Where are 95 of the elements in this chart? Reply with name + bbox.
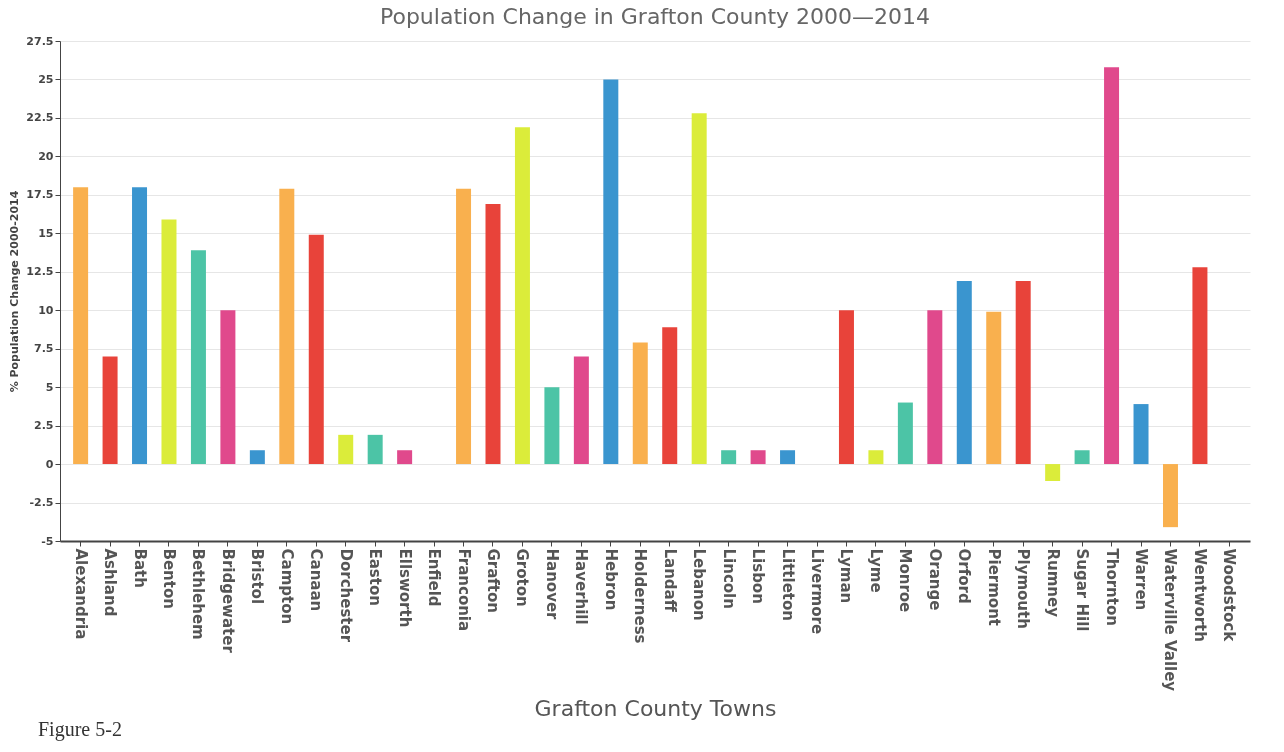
x-tick-label: Littleton: [778, 548, 797, 622]
bar: [721, 450, 737, 465]
bar: [308, 234, 324, 465]
x-tick-label: Alexandria: [71, 548, 90, 640]
bar: [780, 450, 796, 465]
y-tick-label: 15: [38, 226, 54, 240]
bar: [397, 450, 413, 465]
x-tick-label: Dorchester: [336, 548, 355, 643]
bar: [1074, 450, 1090, 465]
bar: [249, 450, 265, 465]
x-tick-label: Ellsworth: [395, 548, 414, 628]
y-tick-label: -5: [41, 534, 54, 548]
x-tick-label: Wentworth: [1190, 548, 1209, 642]
bar: [956, 281, 972, 465]
x-tick-label: Bridgewater: [218, 548, 237, 654]
bar: [691, 113, 707, 465]
x-tick-label: Lyman: [837, 548, 856, 604]
bar: [632, 342, 648, 465]
x-tick-label: Rumney: [1043, 548, 1062, 618]
x-tick-label: Monroe: [896, 548, 915, 613]
y-tick-label: -2.5: [29, 496, 54, 510]
y-tick-label: 7.5: [34, 342, 54, 356]
x-tick-label: Piermont: [984, 548, 1003, 626]
y-tick-label: 2.5: [34, 419, 54, 433]
bar: [1192, 267, 1208, 465]
bar: [456, 188, 472, 465]
bar: [132, 187, 148, 465]
bar: [338, 434, 354, 465]
x-tick-label: Livermore: [808, 548, 826, 635]
x-tick-label: Easton: [366, 548, 385, 606]
y-tick-label: 27.5: [26, 34, 54, 48]
bar: [662, 327, 678, 465]
x-tick-label: Woodstock: [1220, 548, 1239, 643]
y-tick-label: 10: [38, 303, 54, 317]
bar: [279, 188, 295, 465]
bar: [897, 402, 913, 465]
bar: [73, 187, 89, 465]
x-tick-label: Lisbon: [749, 548, 768, 604]
caption: Figure 5-2: [38, 718, 122, 741]
y-tick-label: 20: [38, 149, 54, 163]
bar: [1045, 464, 1061, 481]
bar: [573, 356, 589, 465]
x-tick-label: Lincoln: [719, 548, 738, 609]
x-tick-label: Waterville Valley: [1161, 548, 1180, 692]
bar: [603, 79, 619, 465]
x-tick-label: Warren: [1132, 548, 1151, 611]
x-tick-label: Canaan: [307, 548, 326, 612]
y-tick-label: 0: [45, 457, 54, 471]
bar: [868, 450, 884, 465]
y-tick-label: 22.5: [26, 111, 54, 125]
y-tick-label: 5: [45, 380, 54, 394]
bar: [102, 356, 118, 465]
bar: [1015, 281, 1031, 465]
bar: [367, 434, 383, 465]
x-tick-label: Enfield: [425, 548, 444, 607]
x-tick-label: Campton: [277, 548, 296, 625]
x-axis-title: Grafton County Towns: [534, 696, 777, 722]
x-tick-label: Orange: [925, 548, 944, 611]
bar: [1162, 464, 1178, 528]
x-tick-label: Thornton: [1102, 548, 1121, 626]
x-tick-label: Franconia: [454, 548, 473, 632]
bar: [161, 219, 177, 465]
x-tick-label: Ashland: [101, 548, 120, 617]
x-tick-label: Bath: [130, 548, 149, 588]
bar: [838, 310, 854, 465]
bar: [1133, 404, 1149, 465]
bar: [220, 310, 236, 465]
x-tick-label: Bristol: [248, 548, 267, 605]
bar: [485, 204, 501, 465]
x-tick-label: Benton: [159, 548, 178, 609]
bar: [750, 450, 766, 465]
x-tick-label: Hanover: [542, 548, 561, 621]
x-tick-label: Grafton: [484, 548, 502, 614]
bar: [190, 250, 206, 465]
bar: [927, 310, 943, 465]
x-tick-label: Hebron: [601, 548, 620, 611]
x-tick-label: Lyme: [866, 548, 885, 593]
x-tick-label: Plymouth: [1014, 548, 1033, 629]
y-tick-label: 25: [38, 72, 54, 86]
y-axis-title: % Population Change 2000-2014: [8, 190, 22, 393]
bar: [1104, 67, 1120, 465]
x-tick-label: Lebanon: [690, 548, 709, 621]
y-tick-label: 17.5: [26, 188, 54, 202]
chart-title: Population Change in Grafton County 2000—2014: [379, 4, 931, 29]
x-tick-label: Holderness: [631, 548, 650, 644]
x-tick-label: Bethlehem: [189, 548, 208, 640]
x-tick-label: Landaff: [660, 548, 679, 613]
bar: [986, 311, 1002, 465]
y-tick-label: 12.5: [26, 265, 54, 279]
bar: [544, 387, 560, 465]
bar: [514, 127, 530, 465]
x-tick-label: Orford: [955, 548, 974, 604]
x-tick-label: Groton: [513, 548, 532, 607]
x-tick-label: Sugar Hill: [1073, 548, 1092, 632]
x-tick-label: Haverhill: [572, 548, 591, 625]
